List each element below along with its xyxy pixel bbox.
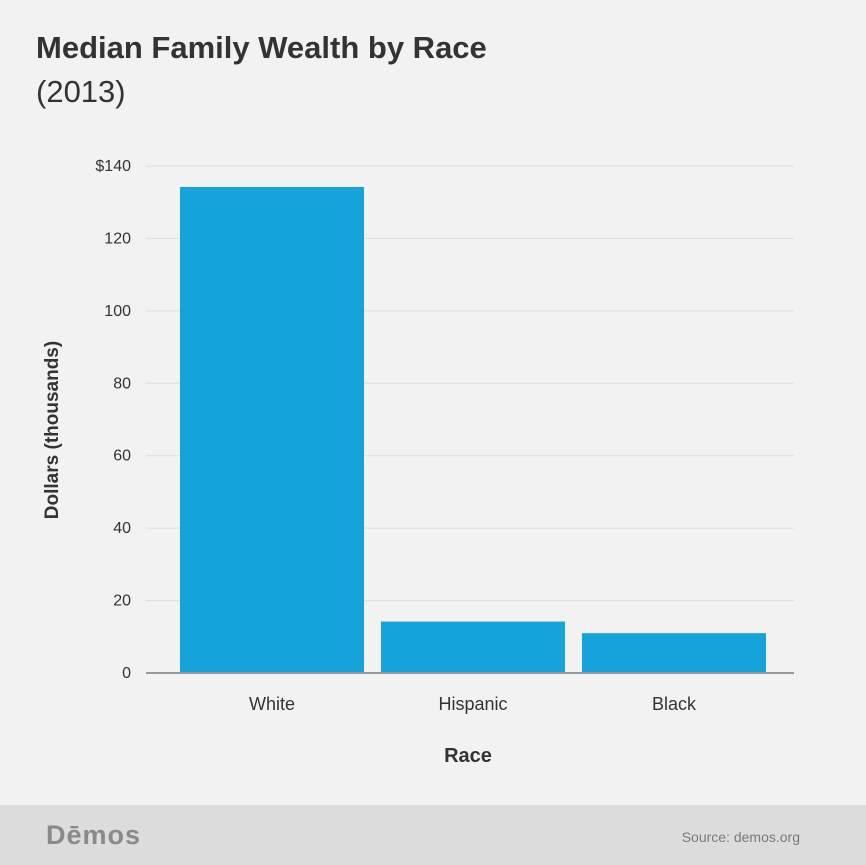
chart-title: Median Family Wealth by Race [36,30,487,65]
y-tick-label: 80 [113,375,131,392]
bar-hispanic [381,621,565,673]
x-axis-label: Race [444,745,492,767]
y-tick-label: 60 [113,448,131,465]
footer: Dēmos Source: demos.org [0,805,866,865]
source-note: Source: demos.org [681,829,800,845]
x-tick-label: White [249,694,295,714]
y-tick-label: 120 [104,230,131,247]
y-tick-label: 100 [104,303,131,320]
y-tick-label: 20 [113,593,131,610]
bar-white [180,187,364,674]
y-axis-ticks: 0 20 40 60 80 100 120 $140 [95,158,131,682]
x-tick-label: Black [652,694,697,714]
y-tick-label: 40 [113,520,131,537]
y-axis-label: Dollars (thousands) [42,341,63,519]
y-tick-label: $140 [95,158,131,175]
bar-black [582,633,766,673]
chart-subtitle: (2013) [36,74,126,109]
demos-logo: Dēmos [46,820,142,850]
x-tick-label: Hispanic [438,694,507,714]
bars [180,187,766,674]
x-axis-ticks: White Hispanic Black [249,694,697,714]
y-tick-label: 0 [122,665,131,682]
bar-chart: 0 20 40 60 80 100 120 $140 White Hispanic Black D… [42,158,794,767]
